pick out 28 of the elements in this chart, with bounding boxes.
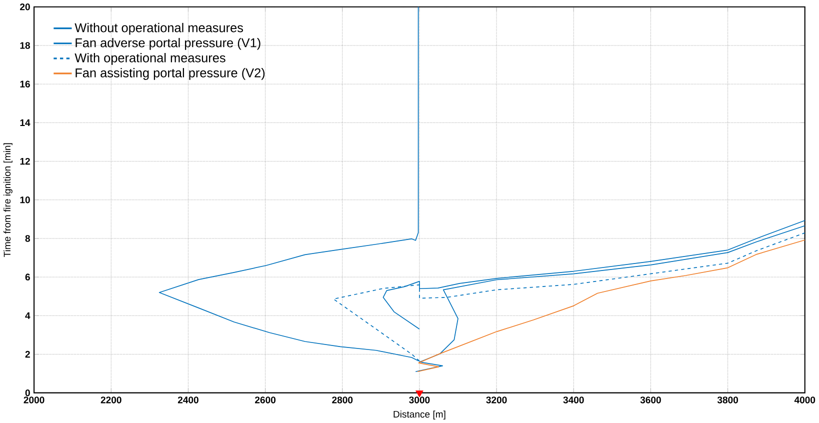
x-tick-label: 3400 <box>563 396 584 404</box>
x-tick-label: 4000 <box>794 396 816 404</box>
y-tick-label: 20 <box>20 4 30 10</box>
x-tick-label: 2600 <box>255 396 276 404</box>
y-tick-label: 18 <box>20 42 30 49</box>
y-tick-label: 8 <box>25 235 30 242</box>
x-tick-label: 3600 <box>640 396 661 404</box>
x-tick-label: 3200 <box>486 396 507 404</box>
x-axis-title: Distance [m] <box>394 410 446 420</box>
legend-label: Fan adverse portal pressure (V1) <box>76 38 260 50</box>
y-tick-label: 2 <box>25 350 30 358</box>
legend-label: Without operational measures <box>74 22 244 35</box>
y-tick-label: 6 <box>25 274 30 280</box>
x-tick-label: 2000 <box>24 396 44 404</box>
x-tick-label: 3800 <box>717 396 738 404</box>
y-tick-label: 16 <box>20 80 30 88</box>
x-tick-label: 3000 <box>409 396 430 404</box>
y-tick-label: 10 <box>20 196 30 204</box>
legend-label: Fan assisting portal pressure (V2) <box>76 68 265 80</box>
y-tick-label: 12 <box>20 158 30 165</box>
legend-label: With operational measures <box>74 52 226 65</box>
x-tick-label: 2200 <box>100 396 122 404</box>
x-tick-label: 2400 <box>178 396 198 404</box>
x-tick-label: 2800 <box>332 396 353 404</box>
y-tick-label: 14 <box>20 119 30 126</box>
y-axis-title: Time from fire ignition [min] <box>4 143 12 257</box>
y-tick-label: 4 <box>25 312 30 319</box>
y-tick-label: 0 <box>25 389 30 396</box>
